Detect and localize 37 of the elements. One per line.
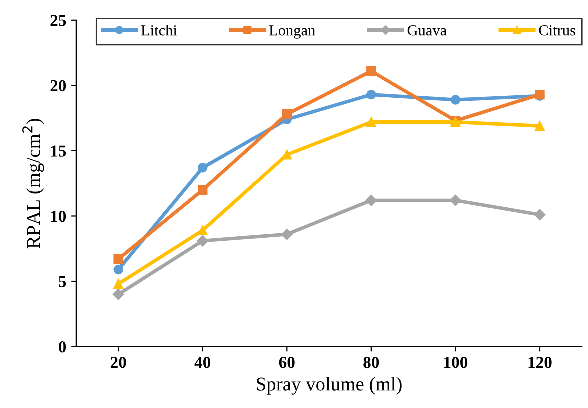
point [112,288,124,300]
point [282,150,292,160]
point [114,254,124,264]
y-tick-label: 20 [50,80,66,92]
y-axis-title: RPAL (mg/cm$^{2}$) [22,119,44,249]
x-tick-label: 100 [444,357,468,368]
legend-label: Litchi [141,24,178,36]
point [197,235,208,247]
point [366,66,376,76]
point [366,194,378,206]
x-tick-label: 120 [528,357,552,368]
x-tick-label: 40 [194,357,211,368]
point [282,110,292,120]
legend-label: Citrus [539,25,576,36]
point [534,209,546,221]
point [114,264,124,275]
legend-label: Guava [408,25,447,36]
point [282,228,293,240]
legend-label: Longan [269,26,316,39]
point [450,95,461,105]
point [198,226,208,236]
point [450,194,462,206]
x-tick-label: 80 [364,357,380,368]
point [366,90,376,100]
point [198,163,208,173]
x-tick-label: 20 [110,357,126,368]
y-tick-label: 15 [51,146,66,157]
x-axis-title: Spray volume (ml) [257,377,402,395]
y-tick-label: 10 [51,210,66,222]
point [198,185,208,195]
y-tick-label: 5 [59,276,66,288]
point [366,117,376,128]
y-tick-label: 0 [59,342,66,353]
point [114,279,124,289]
x-tick-label: 60 [279,357,295,368]
point [535,121,545,132]
y-tick-label: 25 [50,15,66,26]
